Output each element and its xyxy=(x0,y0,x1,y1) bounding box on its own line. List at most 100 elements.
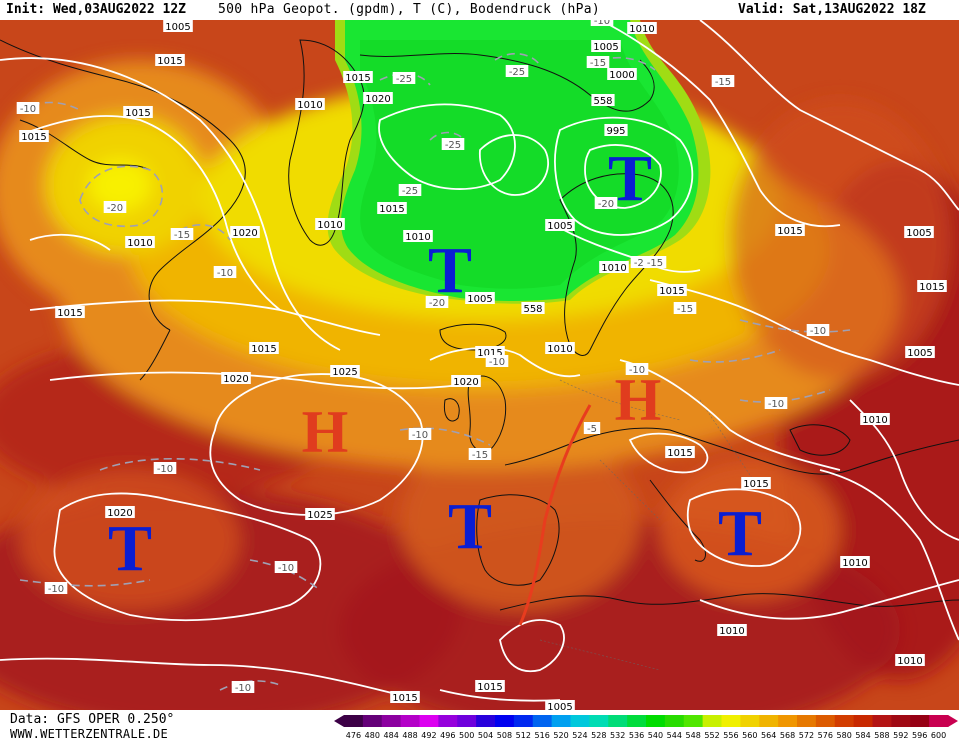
isobar-label-bg xyxy=(163,20,193,32)
temperature-label: -10 xyxy=(157,464,173,475)
isobar-label: 1015 xyxy=(477,348,502,359)
isobar-label: 1020 xyxy=(107,508,132,519)
isobar-label-bg xyxy=(55,306,85,318)
isobar-label-bg xyxy=(19,130,49,142)
isobar-label: 1015 xyxy=(392,693,417,704)
legend-swatch xyxy=(570,715,590,727)
isobar-label: 1005 xyxy=(593,42,618,53)
high-center: H xyxy=(302,399,349,465)
legend-tick-label: 488 xyxy=(402,731,417,740)
isobar-label: 1015 xyxy=(477,682,502,693)
temperature-label: -10 xyxy=(412,430,428,441)
isobar-label-bg xyxy=(840,556,870,568)
isobar-label-bg xyxy=(377,202,407,214)
variable-description: 500 hPa Geopot. (gpdm), T (C), Bodendruc… xyxy=(218,2,600,17)
isobar-label-bg xyxy=(363,92,393,104)
temperature-label-bg xyxy=(505,65,529,77)
temperature-label-bg xyxy=(583,422,601,434)
isobar-label: 1015 xyxy=(667,448,692,459)
isobar-label: 1010 xyxy=(862,415,887,426)
temperature-label: -10 xyxy=(594,20,610,27)
legend-swatch xyxy=(344,715,364,727)
isobar-label-bg xyxy=(591,40,621,52)
coastlines xyxy=(0,39,959,611)
isobar-label: 1005 xyxy=(165,22,190,33)
legend-tick-label: 552 xyxy=(704,731,719,740)
low-center: T xyxy=(448,490,492,563)
isobar-label: 1015 xyxy=(57,308,82,319)
legend-swatch xyxy=(362,715,383,727)
isobar-label-bg xyxy=(599,261,629,273)
temperature-label: -25 xyxy=(396,74,412,85)
isobar-label: 1015 xyxy=(777,226,802,237)
temperature-label: -10 xyxy=(629,365,645,376)
isobar-label: 1025 xyxy=(332,367,357,378)
legend-swatch xyxy=(891,715,911,727)
temperature-label: -15 xyxy=(715,77,731,88)
temperature-label-bg xyxy=(170,228,194,240)
legend-swatch xyxy=(551,715,571,727)
temperature-label-bg xyxy=(16,102,40,114)
low-center: T xyxy=(718,497,762,570)
isobar-label: 1010 xyxy=(601,263,626,274)
isobar-label-bg xyxy=(390,691,420,703)
legend-swatch xyxy=(608,715,628,727)
legend-tick-label: 532 xyxy=(610,731,625,740)
legend-swatch xyxy=(815,715,836,727)
color-legend: 476 480 484 488 492 496 500 504 508 512 516 520 524 5… xyxy=(334,715,958,740)
isobar-label-bg xyxy=(521,302,545,314)
legend-arrow-right xyxy=(948,715,958,727)
temperature-label-bg xyxy=(485,355,509,367)
temperature-label: -20 xyxy=(429,298,445,309)
isobar-labels: 1005 1015 1015 1015 1015 1020 1010 1015 1010 1015… xyxy=(19,20,947,710)
legend-tick-label: 576 xyxy=(818,731,833,740)
legend-tick-label: 580 xyxy=(837,731,852,740)
temperature-label-bg xyxy=(764,397,788,409)
temperature-label: -15 xyxy=(647,258,663,269)
legend-swatch xyxy=(419,715,439,727)
legend-tick-label: 476 xyxy=(346,731,361,740)
legend-tick-label: 592 xyxy=(893,731,908,740)
isobars xyxy=(0,20,959,702)
isobar-label-bg xyxy=(775,224,805,236)
legend-tick-label: 588 xyxy=(874,731,889,740)
temperature-label-bg xyxy=(213,266,237,278)
isobar-label-bg xyxy=(125,236,155,248)
legend-tick-label: 484 xyxy=(384,731,399,740)
temperature-label-bg xyxy=(274,561,298,573)
isobar-label-bg xyxy=(607,68,637,80)
temperature-label-bg xyxy=(392,72,416,84)
isobar-label: 1010 xyxy=(897,656,922,667)
isobar-label: 1005 xyxy=(547,221,572,232)
legend-tick-label: 504 xyxy=(478,731,493,740)
temperature-label: -10 xyxy=(489,357,505,368)
temperature-label-bg xyxy=(594,197,618,209)
isobar-label: 1005 xyxy=(906,228,931,239)
legend-swatch xyxy=(513,715,534,727)
isobar-label: 1005 xyxy=(547,702,572,710)
geopotential-field xyxy=(0,20,959,710)
isobar-label-bg xyxy=(403,230,433,242)
legend-swatch xyxy=(778,715,798,727)
temperature-label-bg xyxy=(806,324,830,336)
temperature-label-bg xyxy=(103,201,127,213)
isobar-label-bg xyxy=(295,98,325,110)
isobar-label-bg xyxy=(343,71,373,83)
isobar-label-bg xyxy=(545,219,575,231)
legend-tick-label: 544 xyxy=(667,731,682,740)
legend-tick-label: 512 xyxy=(516,731,531,740)
temperature-label: -10 xyxy=(20,104,36,115)
isobar-label-bg xyxy=(657,284,687,296)
temperature-label-bg xyxy=(408,428,432,440)
isobar-label: 1025 xyxy=(307,510,332,521)
legend-swatch xyxy=(589,715,609,727)
legend-tick-label: 536 xyxy=(629,731,644,740)
isobar-label: 1010 xyxy=(405,232,430,243)
legend-swatch xyxy=(740,715,760,727)
isobar-label-bg xyxy=(545,342,575,354)
legend-swatch xyxy=(438,715,458,727)
legend-swatch xyxy=(646,715,666,727)
temperature-label: -10 xyxy=(768,399,784,410)
isobar-label-bg xyxy=(604,124,628,136)
isobar-label-bg xyxy=(221,372,251,384)
